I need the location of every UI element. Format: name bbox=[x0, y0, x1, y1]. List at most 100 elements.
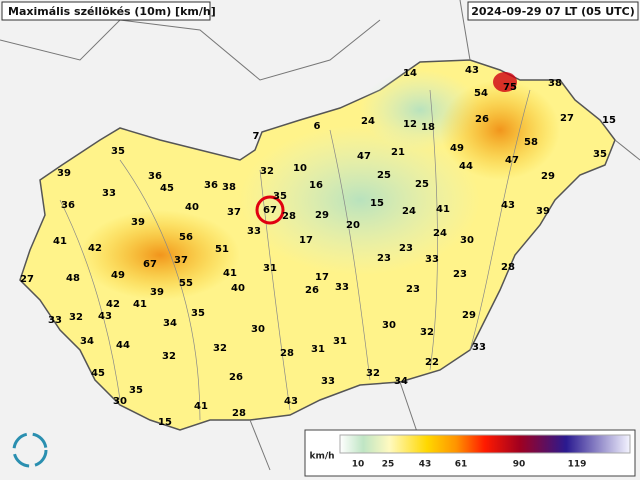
station-value: 33 bbox=[472, 342, 486, 353]
legend-tick-label: 119 bbox=[568, 460, 587, 470]
station-value: 16 bbox=[309, 180, 323, 191]
logo bbox=[12, 432, 48, 468]
station-value: 15 bbox=[602, 115, 616, 126]
legend-tick-label: 90 bbox=[513, 460, 526, 470]
station-value: 67 bbox=[143, 259, 157, 270]
legend-unit: km/h bbox=[309, 452, 334, 462]
station-value: 41 bbox=[53, 236, 67, 247]
station-value: 38 bbox=[222, 182, 236, 193]
station-value: 41 bbox=[133, 299, 147, 310]
station-value: 49 bbox=[450, 143, 464, 154]
station-value: 43 bbox=[465, 65, 479, 76]
station-value: 29 bbox=[541, 171, 555, 182]
station-value: 28 bbox=[282, 211, 296, 222]
station-value: 32 bbox=[260, 166, 274, 177]
station-value: 26 bbox=[475, 114, 489, 125]
station-value: 23 bbox=[377, 253, 391, 264]
station-value: 37 bbox=[227, 207, 241, 218]
station-value: 41 bbox=[223, 268, 237, 279]
station-value: 28 bbox=[232, 408, 246, 419]
station-value: 29 bbox=[315, 210, 329, 221]
station-value: 24 bbox=[402, 206, 416, 217]
peak-wind-area bbox=[493, 72, 517, 92]
timestamp: 2024-09-29 07 LT (05 UTC) bbox=[471, 5, 635, 18]
station-value: 32 bbox=[213, 343, 227, 354]
station-value: 67 bbox=[263, 205, 277, 216]
station-value: 30 bbox=[113, 396, 127, 407]
station-value: 17 bbox=[315, 272, 329, 283]
station-value: 47 bbox=[357, 151, 371, 162]
station-value: 45 bbox=[91, 368, 105, 379]
station-value: 25 bbox=[415, 179, 429, 190]
station-value: 12 bbox=[403, 119, 417, 130]
station-value: 51 bbox=[215, 244, 229, 255]
station-value: 39 bbox=[536, 206, 550, 217]
station-value: 48 bbox=[66, 273, 80, 284]
legend-tick-label: 25 bbox=[382, 460, 395, 470]
station-value: 22 bbox=[425, 357, 439, 368]
station-value: 32 bbox=[69, 312, 83, 323]
station-value: 33 bbox=[335, 282, 349, 293]
station-value: 34 bbox=[80, 336, 94, 347]
station-value: 30 bbox=[460, 235, 474, 246]
station-value: 55 bbox=[179, 278, 193, 289]
station-value: 27 bbox=[560, 113, 574, 124]
legend-tick-label: 43 bbox=[419, 460, 432, 470]
station-value: 7 bbox=[253, 131, 260, 142]
station-value: 39 bbox=[150, 287, 164, 298]
legend-ticks: 10 25 43 61 90 119 bbox=[352, 460, 587, 470]
station-value: 31 bbox=[263, 263, 277, 274]
station-value: 36 bbox=[61, 200, 75, 211]
station-value: 26 bbox=[229, 372, 243, 383]
station-value: 36 bbox=[204, 180, 218, 191]
station-value: 28 bbox=[280, 348, 294, 359]
station-value: 28 bbox=[501, 262, 515, 273]
station-value: 24 bbox=[361, 116, 375, 127]
station-value: 43 bbox=[501, 200, 515, 211]
station-value: 32 bbox=[420, 327, 434, 338]
station-value: 33 bbox=[48, 315, 62, 326]
station-value: 32 bbox=[162, 351, 176, 362]
title-box bbox=[1, 1, 211, 21]
high-wind-area bbox=[440, 80, 560, 180]
station-value: 42 bbox=[88, 243, 102, 254]
station-value: 35 bbox=[273, 191, 287, 202]
station-value: 42 bbox=[106, 299, 120, 310]
station-value: 34 bbox=[394, 376, 408, 387]
station-value: 33 bbox=[425, 254, 439, 265]
station-value: 20 bbox=[346, 220, 360, 231]
station-value: 45 bbox=[160, 183, 174, 194]
station-value: 31 bbox=[333, 336, 347, 347]
station-value: 40 bbox=[185, 202, 199, 213]
map-title: Maximális széllökés (10m) [km/h] bbox=[8, 5, 216, 18]
highlight-ring bbox=[255, 195, 285, 225]
station-value: 6 bbox=[314, 121, 321, 132]
station-value: 33 bbox=[102, 188, 116, 199]
station-value: 27 bbox=[20, 274, 34, 285]
station-value: 32 bbox=[366, 368, 380, 379]
station-value: 15 bbox=[370, 198, 384, 209]
station-value: 23 bbox=[406, 284, 420, 295]
station-value: 33 bbox=[247, 226, 261, 237]
station-value: 35 bbox=[191, 308, 205, 319]
station-value: 24 bbox=[433, 228, 447, 239]
station-value: 49 bbox=[111, 270, 125, 281]
station-value: 54 bbox=[474, 88, 488, 99]
station-value: 25 bbox=[377, 170, 391, 181]
station-value: 56 bbox=[179, 232, 193, 243]
streamlines bbox=[59, 89, 531, 421]
station-value: 37 bbox=[174, 255, 188, 266]
station-value: 26 bbox=[305, 285, 319, 296]
legend-tick-label: 61 bbox=[455, 460, 468, 470]
station-value: 29 bbox=[462, 310, 476, 321]
station-value: 40 bbox=[231, 283, 245, 294]
station-value: 41 bbox=[194, 401, 208, 412]
station-value: 39 bbox=[57, 168, 71, 179]
station-value: 23 bbox=[399, 243, 413, 254]
station-value: 30 bbox=[382, 320, 396, 331]
legend-colorbar bbox=[339, 434, 631, 454]
station-value: 33 bbox=[321, 376, 335, 387]
station-value: 38 bbox=[548, 78, 562, 89]
